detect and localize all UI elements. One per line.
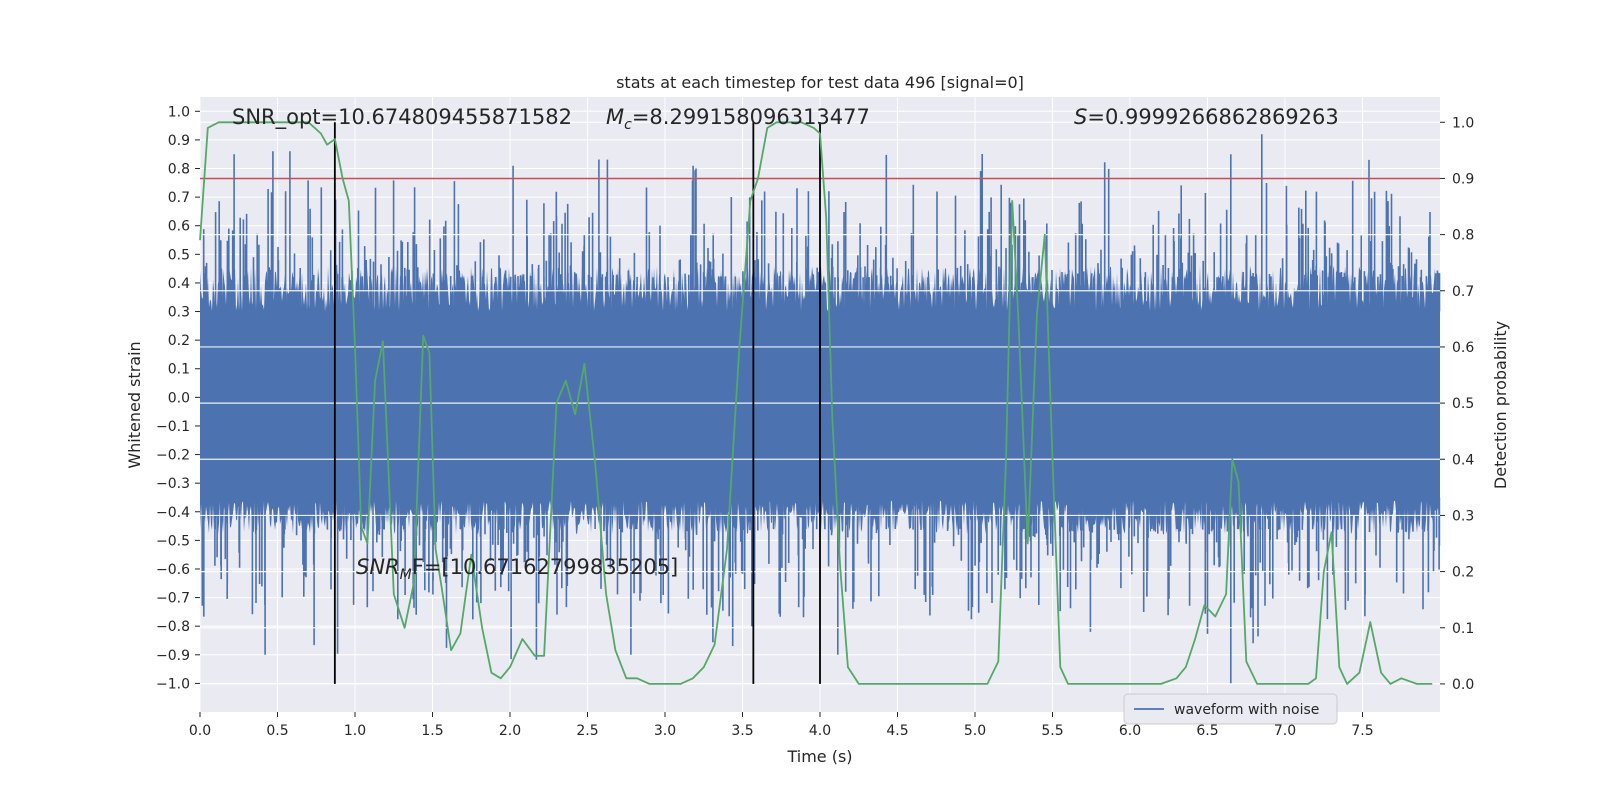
chirp-mass-subscript: c bbox=[624, 117, 632, 133]
x-tick-label: 2.5 bbox=[576, 723, 598, 739]
y-right-tick-label: 0.0 bbox=[1452, 677, 1474, 693]
snr-opt-annotation: SNR_opt=10.674809455871582 bbox=[232, 105, 572, 130]
x-tick-label: 4.0 bbox=[809, 723, 831, 739]
x-tick-label: 1.0 bbox=[344, 723, 366, 739]
y-tick-label: 0.4 bbox=[168, 276, 190, 292]
y-right-tick-label: 0.3 bbox=[1452, 508, 1474, 524]
snr-mf-subscript: M bbox=[400, 567, 412, 583]
legend-label-waveform: waveform with noise bbox=[1174, 702, 1319, 718]
y-tick-label: 0.8 bbox=[168, 162, 190, 178]
probability-line bbox=[199, 121, 1433, 685]
y-tick-label: −0.4 bbox=[156, 505, 190, 521]
y-tick-label: 0.5 bbox=[168, 247, 190, 263]
x-tick-label: 5.0 bbox=[964, 723, 986, 739]
y-right-tick-label: 0.2 bbox=[1452, 565, 1474, 581]
y-tick-label: −0.1 bbox=[156, 419, 190, 435]
x-tick-label: 7.0 bbox=[1274, 723, 1296, 739]
snr-mf-symbol: SNR bbox=[356, 555, 400, 579]
chirp-mass-symbol: M bbox=[606, 105, 624, 129]
s-annotation: S=0.9999266862869263 bbox=[1074, 105, 1339, 129]
y-right-tick-label: 0.5 bbox=[1452, 396, 1474, 412]
x-tick-label: 0.0 bbox=[189, 723, 211, 739]
y-right-tick-label: 0.8 bbox=[1452, 228, 1474, 244]
y-tick-label: 0.9 bbox=[168, 133, 190, 149]
x-tick-label: 3.5 bbox=[731, 723, 753, 739]
y-tick-label: −0.3 bbox=[156, 476, 190, 492]
x-axis-label: Time (s) bbox=[786, 747, 852, 766]
y-tick-label: −0.9 bbox=[156, 648, 190, 664]
x-tick-label: 6.5 bbox=[1196, 723, 1218, 739]
y-right-tick-label: 0.1 bbox=[1452, 621, 1474, 637]
y-axis-right-label: Detection probability bbox=[1491, 321, 1510, 489]
x-tick-label: 0.5 bbox=[266, 723, 288, 739]
y-axis-label: Whitened strain bbox=[125, 341, 144, 468]
snr-mf-value: F=[10.67162799835205] bbox=[412, 555, 679, 579]
x-axis-ticks: 0.0 0.5 1.0 1.5 2.0 2.5 3.0 3.5 4.0 4.5 5.0 5.5 6.0 6… bbox=[189, 712, 1374, 739]
legend-box bbox=[1123, 693, 1338, 725]
y-right-tick-label: 0.9 bbox=[1452, 171, 1474, 187]
y-tick-label: −0.5 bbox=[156, 533, 190, 549]
y-tick-label: −0.7 bbox=[156, 591, 190, 607]
vertical-markers bbox=[333, 122, 821, 684]
y-tick-label: 0.3 bbox=[168, 305, 190, 321]
x-tick-label: 1.5 bbox=[421, 723, 443, 739]
chart-title: stats at each timestep for test data 496… bbox=[616, 73, 1024, 92]
y-right-tick-label: 0.6 bbox=[1452, 340, 1474, 356]
y-tick-label: 0.0 bbox=[168, 390, 190, 406]
s-value: =0.9999266862869263 bbox=[1087, 105, 1338, 129]
y-tick-label: −0.6 bbox=[156, 562, 190, 578]
y-right-tick-label: 0.4 bbox=[1452, 452, 1474, 468]
y-tick-label: 0.2 bbox=[168, 333, 190, 349]
chirp-mass-annotation: Mc=8.299158096313477 bbox=[606, 105, 870, 133]
y-tick-label: 1.0 bbox=[168, 104, 190, 120]
snr-mf-annotation: SNRMF=[10.67162799835205] bbox=[356, 555, 678, 583]
x-tick-label: 5.5 bbox=[1041, 723, 1063, 739]
y-tick-label: −0.8 bbox=[156, 619, 190, 635]
y-axis-right-ticks: 1.0 0.9 0.8 0.7 0.6 0.5 0.4 0.3 0.2 0.1 0.0 bbox=[1440, 115, 1474, 693]
y-tick-label: 0.7 bbox=[168, 190, 190, 206]
x-tick-label: 3.0 bbox=[654, 723, 676, 739]
chirp-mass-value: =8.299158096313477 bbox=[632, 105, 870, 129]
y-tick-label: −1.0 bbox=[156, 676, 190, 692]
x-tick-label: 2.0 bbox=[499, 723, 521, 739]
x-tick-label: 6.0 bbox=[1119, 723, 1141, 739]
x-tick-label: 4.5 bbox=[886, 723, 908, 739]
legend: waveform with noise bbox=[1123, 693, 1338, 725]
y-right-tick-label: 0.7 bbox=[1452, 284, 1474, 300]
s-symbol: S bbox=[1074, 105, 1087, 129]
y-tick-label: 0.6 bbox=[168, 219, 190, 235]
y-tick-label: −0.2 bbox=[156, 448, 190, 464]
x-tick-label: 7.5 bbox=[1351, 723, 1373, 739]
y-right-tick-label: 1.0 bbox=[1452, 115, 1474, 131]
y-axis-ticks: 1.0 0.9 0.8 0.7 0.6 0.5 0.4 0.3 0.2 0.1 0.0 −0.1 −0.… bbox=[156, 104, 200, 692]
y-tick-label: 0.1 bbox=[168, 362, 190, 378]
